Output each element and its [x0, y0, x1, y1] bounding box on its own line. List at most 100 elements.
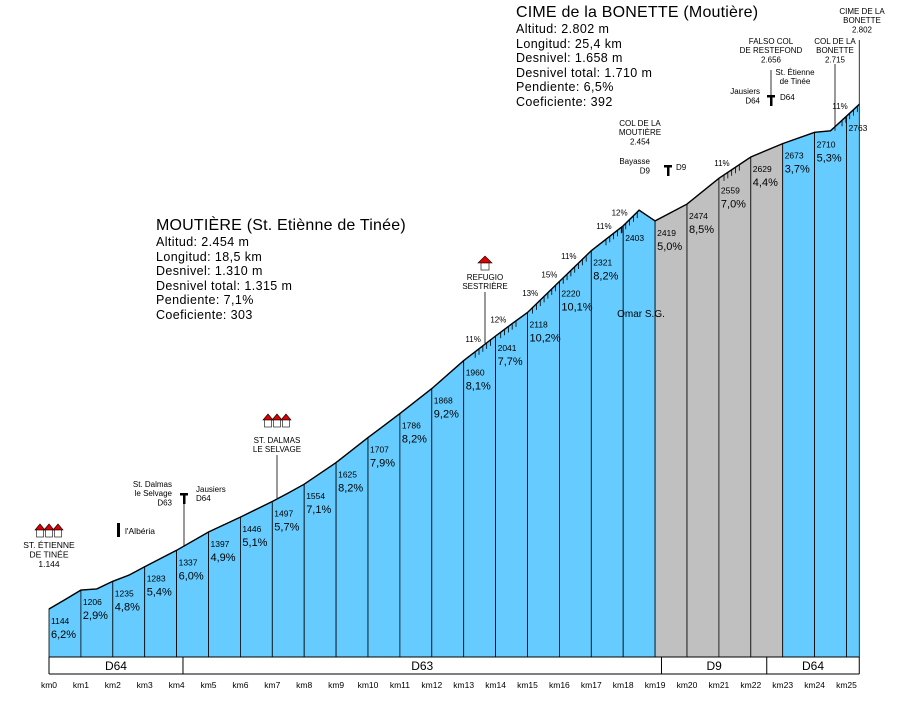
steep-grade-label: 11%	[832, 102, 847, 111]
km-tick-label: km12	[421, 680, 442, 690]
segment-gradient-label: 6,0%	[179, 570, 204, 582]
town-icon	[36, 529, 44, 538]
main-climb-stat: Coeficiente: 392	[516, 94, 613, 109]
km-tick-label: km9	[328, 680, 344, 690]
km-tick-label: km7	[264, 680, 280, 690]
road-label: D63	[411, 659, 433, 673]
steep-grade-label: 11%	[714, 159, 729, 168]
km-tick-label: km10	[358, 680, 379, 690]
start-town-label: ST. ÉTIENNE	[23, 540, 75, 550]
junction-left-label: D63	[157, 498, 172, 507]
segment-altitude-label: 2763	[849, 123, 868, 133]
segment-gradient-label: 7,9%	[370, 458, 395, 470]
segment-gradient-label: 8,1%	[466, 381, 491, 393]
steep-grade-label: 13%	[522, 289, 538, 298]
segment-gradient-label: 8,5%	[689, 224, 714, 236]
segment-gradient-label: 10,2%	[530, 333, 561, 345]
cime-label: CIME DE LA	[839, 7, 885, 16]
omar-label: Omar S.G.	[617, 309, 665, 320]
steep-grade-label: 12%	[490, 315, 506, 324]
segment-altitude-label: 2474	[689, 211, 708, 221]
side-climb-stat: Longitud: 18,5 km	[156, 249, 263, 264]
jausiers-right-label: D64	[745, 97, 760, 106]
km-tick-label: km19	[645, 680, 666, 690]
profile-segment	[590, 224, 624, 658]
km-tick-label: km21	[709, 680, 730, 690]
junction-sign-icon	[667, 167, 670, 176]
side-climb-stat: Coeficiente: 303	[156, 307, 253, 322]
refugio-label: REFUGIO	[467, 273, 503, 282]
side-climb-stat: Altitud: 2.454 m	[156, 235, 250, 249]
profile-segment	[718, 156, 752, 658]
town-icon	[271, 413, 283, 421]
cime-label: BONETTE	[843, 16, 881, 25]
km-tick-label: km16	[549, 680, 570, 690]
km-tick-label: km22	[740, 680, 761, 690]
st-etienne-right-label: de Tinée	[780, 77, 811, 86]
segment-altitude-label: 2629	[753, 164, 772, 174]
refugio-icon	[477, 255, 493, 264]
side-climb-stat: Desnivel total: 1.315 m	[156, 278, 293, 293]
town-icon	[264, 419, 272, 428]
segment-gradient-label: 7,0%	[721, 198, 746, 210]
side-climb-stat: Pendiente: 7,1%	[156, 293, 254, 308]
main-climb-stat: Pendiente: 6,5%	[516, 80, 614, 95]
junction-sign-icon	[770, 97, 773, 106]
segment-gradient-label: 3,7%	[785, 164, 810, 176]
profile-segment	[782, 131, 815, 658]
junction-right-label: D64	[196, 494, 211, 503]
segment-altitude-label: 1707	[370, 445, 389, 455]
km-tick-label: km3	[137, 680, 153, 690]
falso-col-label: DE RESTEFOND	[740, 46, 803, 55]
segment-altitude-label: 2673	[785, 151, 804, 161]
segment-altitude-label: 1337	[179, 557, 198, 567]
segment-gradient-label: 2,9%	[83, 610, 108, 622]
bayasse-d9-label: D9	[676, 163, 687, 172]
segment-altitude-label: 1397	[211, 539, 230, 549]
main-climb-stat: Longitud: 25,4 km	[516, 36, 623, 51]
km-tick-label: km2	[105, 680, 121, 690]
km-tick-label: km0	[41, 680, 57, 690]
st-dalmas-label: ST. DALMAS	[254, 436, 301, 445]
segment-altitude-label: 2419	[657, 228, 676, 238]
profile-segment	[750, 143, 784, 658]
segment-gradient-label: 5,0%	[657, 241, 682, 253]
segment-altitude-label: 1283	[147, 574, 166, 584]
segment-altitude-label: 2559	[721, 185, 740, 195]
col-moutiere-label: COL DE LA	[619, 119, 661, 128]
cime-label: 2.802	[852, 25, 873, 34]
km-tick-label: km14	[485, 680, 506, 690]
jausiers-right-label: Jausiers	[730, 87, 760, 96]
road-label: D64	[802, 659, 824, 673]
junction-sign-icon	[180, 493, 188, 496]
profile-segment	[814, 115, 847, 658]
km-tick-label: km20	[677, 680, 698, 690]
main-climb-stat: Desnivel: 1.658 m	[516, 51, 623, 66]
col-moutiere-label: MOUTIÈRE	[619, 128, 661, 137]
profile-segment	[846, 103, 860, 658]
segment-altitude-label: 2041	[498, 343, 517, 353]
segment-altitude-label: 2220	[561, 288, 580, 298]
segment-altitude-label: 1786	[402, 421, 421, 431]
town-icon	[273, 419, 281, 428]
segment-altitude-label: 1446	[242, 524, 261, 534]
town-icon	[52, 523, 64, 531]
km-tick-label: km6	[232, 680, 248, 690]
segment-gradient-label: 7,7%	[498, 356, 523, 368]
segment-altitude-label: 1868	[434, 396, 453, 406]
km-tick-label: km4	[169, 680, 185, 690]
segment-gradient-label: 10,1%	[561, 301, 592, 313]
km-tick-label: km18	[613, 680, 634, 690]
junction-left-label: St. Dalmas	[133, 480, 172, 489]
segment-altitude-label: 1625	[338, 470, 357, 480]
km-tick-label: km23	[772, 680, 793, 690]
segment-altitude-label: 1144	[51, 616, 70, 626]
side-climb-panel: MOUTIÈRE (St. Etiènne de Tinée) Altitud:…	[156, 217, 406, 323]
segment-altitude-label: 1206	[83, 597, 102, 607]
falso-col-label: 2.656	[761, 55, 782, 64]
town-icon	[43, 523, 55, 531]
st-etienne-right-label: St. Étienne	[775, 68, 815, 77]
col-bonette-label: 2.715	[825, 55, 846, 64]
segment-gradient-label: 8,2%	[593, 271, 618, 283]
refugio-label: SESTRIÈRE	[462, 282, 507, 291]
